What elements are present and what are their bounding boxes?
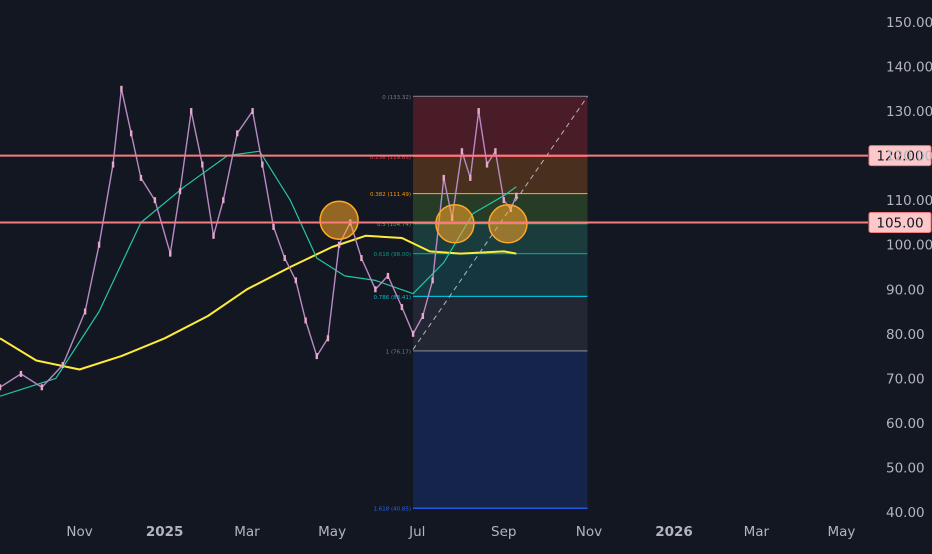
y-tick-label-6: 90.00 [886, 282, 925, 298]
candle-4 [83, 308, 87, 315]
candle-25 [326, 335, 330, 342]
y-tick-label-11: 40.00 [886, 505, 925, 521]
y-tick-label-8: 70.00 [886, 371, 925, 387]
moving-average-line-0 [0, 234, 517, 371]
y-tick-label-5: 100.00 [886, 238, 932, 254]
x-tick-label-2: Mar [234, 524, 260, 540]
y-tick-label-3: 120.00 [886, 149, 932, 165]
highlight-circles[interactable] [319, 200, 528, 244]
y-axis[interactable]: 150.00 140.00 130.00 120.00 110.00 100.00 90.0… [886, 15, 932, 521]
candle-11 [169, 250, 172, 257]
candle-22 [294, 277, 298, 284]
candle-17 [236, 130, 239, 137]
level-tag-label-0: 120.00 [876, 149, 923, 165]
fib-level-label-0.236: 0.236 (119.83) [370, 155, 411, 161]
fib-zone-1 [413, 350, 588, 509]
candle-9 [139, 174, 143, 181]
y-tick-label-7: 80.00 [886, 327, 925, 343]
fib-level-label-0.618: 0.618 (98.00) [374, 252, 412, 258]
highlight-circle-1 [435, 204, 475, 244]
candle-12 [178, 188, 182, 195]
candle-29 [374, 286, 377, 293]
fib-level-label-1.618: 1.618 (40.85) [374, 507, 412, 513]
level-tag-1 [868, 211, 932, 233]
level-tag-label-1: 105.00 [876, 215, 923, 231]
fib-level-label-0: 0 (133.32) [382, 95, 411, 101]
candle-40 [485, 161, 489, 168]
x-axis[interactable]: Nov 2025 Mar May Jul Sep Nov 2026 Mar May [66, 524, 855, 540]
candle-31 [400, 304, 404, 311]
y-tick-label-9: 60.00 [886, 416, 925, 432]
candle-13 [189, 108, 193, 115]
candle-20 [272, 223, 275, 230]
candle-23 [304, 317, 307, 324]
candle-8 [129, 130, 133, 137]
candle-1 [19, 370, 23, 377]
candle-15 [212, 232, 215, 239]
candle-16 [222, 197, 225, 204]
x-tick-label-9: May [828, 524, 856, 540]
x-tick-label-1: 2025 [146, 524, 184, 540]
fib-level-label-0.382: 0.382 (111.49) [370, 192, 411, 198]
highlight-circle-0 [319, 200, 359, 240]
candle-37 [460, 148, 464, 155]
candle-6 [111, 161, 115, 168]
fib-zone-0.618 [413, 253, 588, 297]
candle-24 [315, 353, 318, 360]
horizontal-levels[interactable]: 120.00 105.00 [0, 145, 932, 233]
candle-14 [201, 161, 204, 168]
candle-28 [360, 255, 363, 262]
y-tick-label-2: 130.00 [886, 104, 932, 120]
x-tick-label-5: Sep [491, 524, 516, 540]
candle-2 [40, 384, 44, 391]
candle-32 [411, 330, 415, 337]
x-tick-label-0: Nov [66, 524, 92, 540]
candle-19 [261, 161, 264, 168]
x-tick-label-3: May [318, 524, 346, 540]
fib-zone-0 [413, 96, 588, 157]
x-tick-label-4: Jul [408, 524, 425, 540]
x-tick-label-8: Mar [744, 524, 770, 540]
y-tick-label-0: 150.00 [886, 15, 932, 31]
candle-18 [251, 108, 254, 115]
candle-42 [502, 197, 505, 204]
candle-35 [442, 174, 445, 181]
candle-3 [61, 362, 64, 368]
candle-7 [120, 85, 123, 92]
candle-5 [97, 241, 101, 248]
x-tick-label-7: 2026 [655, 524, 693, 540]
candle-21 [283, 255, 286, 262]
candle-10 [153, 197, 157, 204]
candle-34 [431, 277, 434, 284]
fib-zone-0.786 [413, 296, 588, 351]
level-tag-0 [868, 145, 932, 167]
candle-0 [0, 384, 2, 391]
y-tick-label-10: 50.00 [886, 460, 925, 476]
y-tick-label-4: 110.00 [886, 193, 932, 209]
candle-44 [515, 192, 518, 199]
candle-41 [494, 148, 497, 155]
candle-33 [421, 313, 425, 319]
y-tick-label-1: 140.00 [886, 60, 932, 76]
candle-26 [337, 241, 341, 248]
fib-level-label-0.5: 0.5 (104.74) [377, 222, 411, 228]
fib-level-label-0.786: 0.786 (88.41) [374, 295, 412, 301]
candle-30 [386, 272, 390, 279]
highlight-circle-2 [488, 204, 528, 244]
fib-zone-0.236 [413, 156, 588, 194]
candle-39 [477, 108, 480, 115]
candle-38 [469, 174, 472, 181]
fib-level-label-1: 1 (76.17) [386, 349, 411, 355]
x-tick-label-6: Nov [576, 524, 602, 540]
